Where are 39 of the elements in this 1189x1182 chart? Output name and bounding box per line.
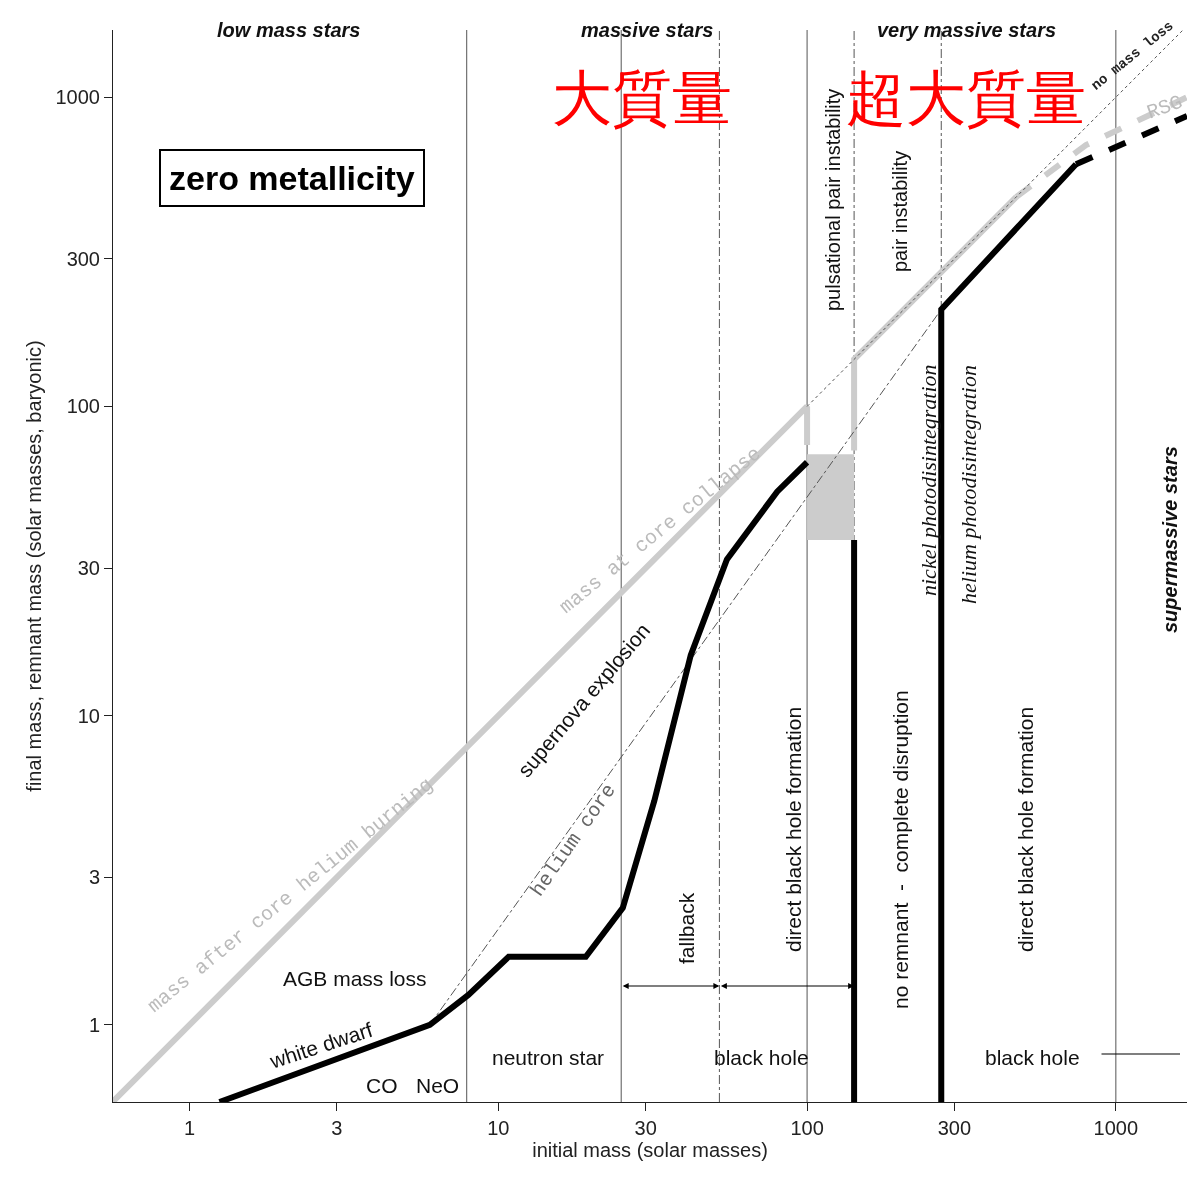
x-axis-title: initial mass (solar masses) — [532, 1139, 768, 1161]
y-tick-label: 30 — [77, 557, 100, 580]
x-tick-label: 1000 — [1093, 1117, 1139, 1139]
annotation: direct black hole formation — [1014, 706, 1037, 952]
annotation: massive stars — [581, 19, 714, 41]
x-tick-label: 10 — [487, 1117, 510, 1139]
x-tick-label: 1 — [184, 1117, 196, 1139]
annotation: 超大質量 — [846, 65, 1086, 132]
annotation: AGB mass loss — [283, 967, 427, 990]
annotation: 大質量 — [552, 65, 732, 132]
annotation: direct black hole formation — [782, 706, 805, 952]
annotation: pulsational pair instability — [822, 88, 844, 311]
annotation: very massive stars — [877, 19, 1057, 41]
y-tick-label: 300 — [66, 247, 100, 270]
annotation: CO — [366, 1074, 398, 1097]
annotation: low mass stars — [217, 19, 361, 41]
y-tick-label: 10 — [77, 704, 100, 727]
annotation: no remnant - complete disruption — [889, 690, 912, 1009]
y-tick-label: 3 — [88, 866, 100, 889]
y-axis-title: final mass, remnant mass (solar masses, baryonic) — [23, 340, 45, 792]
x-tick-label: 300 — [937, 1117, 972, 1139]
y-tick-label: 1000 — [55, 86, 100, 109]
annotation: neutron star — [492, 1046, 605, 1069]
annotation: supermassive stars — [1159, 446, 1181, 633]
annotation: NeO — [416, 1074, 460, 1097]
annotation: zero metallicity — [169, 159, 415, 197]
x-tick-label: 30 — [634, 1117, 657, 1139]
annotation: white dwarf — [266, 1017, 376, 1073]
annotation: helium photodisintegration — [956, 365, 981, 604]
annotation: nickel photodisintegration — [916, 364, 941, 596]
x-tick-label: 100 — [790, 1117, 824, 1139]
annotation: black hole — [985, 1046, 1080, 1069]
annotation: black hole — [714, 1046, 809, 1069]
y-tick-label: 100 — [66, 395, 100, 418]
annotation: RSG — [1143, 90, 1186, 125]
y-tick-label: 1 — [88, 1013, 100, 1036]
x-tick-label: 3 — [331, 1117, 343, 1139]
annotation: pair instability — [889, 150, 911, 272]
annotation: fallback — [675, 892, 698, 964]
